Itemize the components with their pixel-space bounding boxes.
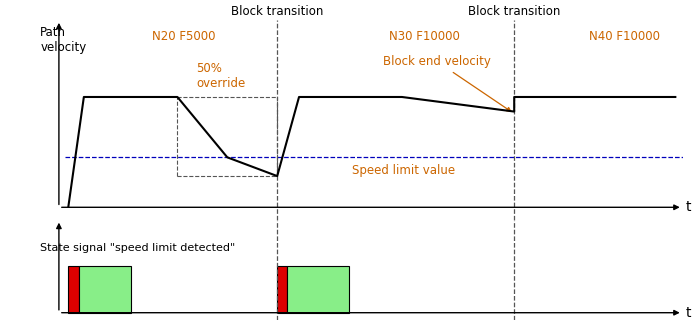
Bar [79, 266, 130, 313]
Text: N40 F10000: N40 F10000 [589, 30, 660, 43]
Text: Block transition: Block transition [468, 5, 561, 18]
Text: N30 F10000: N30 F10000 [389, 30, 460, 43]
Text: Path
velocity: Path velocity [40, 26, 87, 54]
Text: Speed limit value: Speed limit value [352, 164, 455, 176]
Text: Block transition: Block transition [231, 5, 324, 18]
Text: State signal "speed limit detected": State signal "speed limit detected" [40, 243, 236, 253]
Text: t: t [686, 200, 691, 214]
Text: N20 F5000: N20 F5000 [152, 30, 216, 43]
Bar [277, 266, 287, 313]
Bar [287, 266, 349, 313]
Text: 50%
override: 50% override [196, 62, 245, 90]
Text: Block end velocity: Block end velocity [383, 55, 511, 111]
Bar [68, 266, 79, 313]
Text: t: t [686, 306, 691, 320]
